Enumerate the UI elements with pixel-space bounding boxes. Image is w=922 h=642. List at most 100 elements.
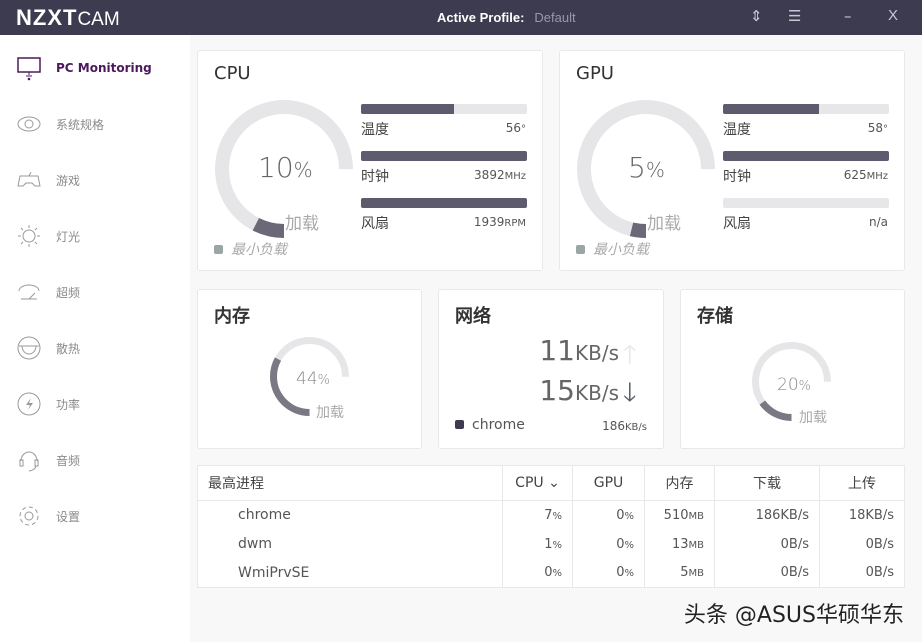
sidebar-item-1[interactable]: 系统规格	[16, 109, 104, 139]
process-memory: 510MB	[644, 500, 715, 530]
sidebar-item-label: 超频	[56, 285, 81, 300]
sidebar-item-0[interactable]: PC Monitoring	[16, 53, 152, 83]
top-processes-table: 最高进程 CPU ⌄ GPU 内存 下载 上传 chrome 7% 0% 510MB 1…	[197, 465, 905, 588]
gauge-fill	[577, 100, 715, 238]
sidebar-item-5[interactable]: 散热	[16, 333, 80, 363]
col-memory[interactable]: 内存	[644, 465, 715, 501]
col-process[interactable]: 最高进程	[197, 465, 503, 501]
active-profile[interactable]: Active Profile: Default	[437, 10, 576, 25]
gpu-temp-fill	[723, 104, 820, 114]
gpu-min-load[interactable]: 最小负载	[576, 239, 649, 259]
process-gpu: 0%	[572, 500, 645, 530]
process-upload: 0B/s	[819, 558, 905, 588]
legend-swatch	[576, 245, 585, 254]
cpu-fan-value: 1939RPM	[473, 215, 526, 229]
chevron-down-icon: ⌄	[548, 475, 560, 491]
sidebar-item-2[interactable]: 游戏	[16, 165, 80, 195]
storage-load-label: 加载	[799, 410, 827, 426]
process-upload: 0B/s	[819, 529, 905, 559]
memory-title: 内存	[214, 306, 250, 327]
gpu-fan-label: 风扇	[723, 216, 751, 232]
cpu-card: CPU 10% 加载 最小负载 温度 56° 时钟 3892MHz 风扇 1939RPM	[197, 50, 543, 271]
col-download[interactable]: 下载	[714, 465, 820, 501]
gauge-fill	[752, 342, 831, 421]
cpu-load-value: 10%	[258, 151, 313, 184]
download-speed: 15KB/s	[539, 374, 619, 407]
process-download: 0B/s	[714, 529, 820, 559]
gpu-clock-bar	[723, 151, 889, 161]
network-top-value: 186KB/s	[602, 419, 647, 433]
memory-load-gauge	[270, 337, 349, 416]
gpu-title: GPU	[576, 63, 614, 84]
sidebar-item-8[interactable]: 设置	[16, 501, 80, 531]
lightning-icon	[17, 392, 41, 416]
sort-arrows-icon[interactable]: ⇕	[750, 7, 763, 25]
col-upload[interactable]: 上传	[819, 465, 905, 501]
cpu-title: CPU	[214, 63, 251, 84]
process-name: WmiPrvSE	[238, 564, 310, 581]
process-cpu: 0%	[502, 558, 573, 588]
storage-card: 存储 20% 加载	[680, 289, 905, 449]
process-name: chrome	[238, 507, 291, 524]
process-cpu: 7%	[502, 500, 573, 530]
memory-card: 内存 44% 加载	[197, 289, 422, 449]
sidebar-item-label: 散热	[56, 341, 81, 356]
cpu-clock-bar	[361, 151, 527, 161]
sidebar-item-label: 灯光	[56, 229, 81, 244]
legend-swatch	[214, 245, 223, 254]
process-row[interactable]: WmiPrvSE 0% 0% 5MB 0B/s 0B/s	[198, 558, 905, 588]
cpu-temp-bar	[361, 104, 527, 114]
memory-load-label: 加载	[316, 405, 344, 421]
sidebar: PC Monitoring 系统规格游戏灯光超频散热功率音频设置	[0, 35, 190, 642]
cpu-clock-fill	[361, 151, 527, 161]
process-download: 186KB/s	[714, 500, 820, 530]
sun-icon	[18, 225, 40, 247]
upload-arrow-icon: 🡑	[623, 340, 637, 370]
sidebar-item-label: 功率	[56, 397, 81, 412]
eye-icon	[17, 116, 41, 132]
cpu-fan-label: 风扇	[361, 216, 389, 232]
process-cpu: 1%	[502, 529, 573, 559]
process-gpu: 0%	[572, 529, 645, 559]
sidebar-item-4[interactable]: 超频	[16, 277, 80, 307]
minimize-icon[interactable]: –	[844, 7, 852, 25]
col-cpu[interactable]: CPU ⌄	[502, 465, 573, 501]
gpu-fan-value: n/a	[868, 215, 888, 229]
cpu-clock-label: 时钟	[361, 169, 389, 185]
cpu-clock-value: 3892MHz	[474, 168, 526, 182]
gauge-fill	[215, 100, 353, 238]
sidebar-item-6[interactable]: 功率	[16, 389, 80, 419]
gear-icon	[19, 506, 39, 526]
speedometer-icon	[18, 284, 40, 300]
process-row[interactable]: dwm 1% 0% 13MB 0B/s 0B/s	[198, 529, 905, 559]
cooling-icon	[17, 336, 41, 360]
sidebar-item-7[interactable]: 音频	[16, 445, 80, 475]
cpu-load-gauge	[215, 100, 353, 238]
process-gpu: 0%	[572, 558, 645, 588]
profile-select[interactable]: Default	[534, 10, 576, 25]
gpu-load-gauge	[577, 100, 715, 238]
cpu-temp-label: 温度	[361, 122, 389, 138]
download-arrow-icon: 🡓	[623, 378, 637, 408]
cpu-temp-fill	[361, 104, 454, 114]
headset-icon	[19, 451, 39, 472]
gpu-temp-label: 温度	[723, 122, 751, 138]
process-memory: 5MB	[644, 558, 715, 588]
process-row[interactable]: chrome 7% 0% 510MB 186KB/s 18KB/s	[198, 500, 905, 530]
process-upload: 18KB/s	[819, 500, 905, 530]
gpu-temp-value: 58°	[867, 121, 888, 135]
sidebar-item-label: 系统规格	[56, 117, 105, 132]
col-gpu[interactable]: GPU	[572, 465, 645, 501]
cpu-min-load[interactable]: 最小负载	[214, 239, 287, 259]
network-card: 网络 11KB/s 15KB/s 🡑 🡓 chrome 186KB/s	[438, 289, 664, 449]
sidebar-item-3[interactable]: 灯光	[16, 221, 80, 251]
menu-icon[interactable]: ☰	[788, 7, 802, 25]
app-logo: NZXTCAM	[16, 5, 120, 30]
process-name: dwm	[238, 536, 272, 552]
close-icon[interactable]: X	[888, 7, 899, 24]
network-title: 网络	[455, 306, 491, 327]
gpu-clock-label: 时钟	[723, 169, 751, 185]
upload-speed: 11KB/s	[539, 334, 619, 367]
gpu-load-label: 加载	[647, 214, 681, 234]
memory-load-value: 44%	[296, 369, 330, 389]
